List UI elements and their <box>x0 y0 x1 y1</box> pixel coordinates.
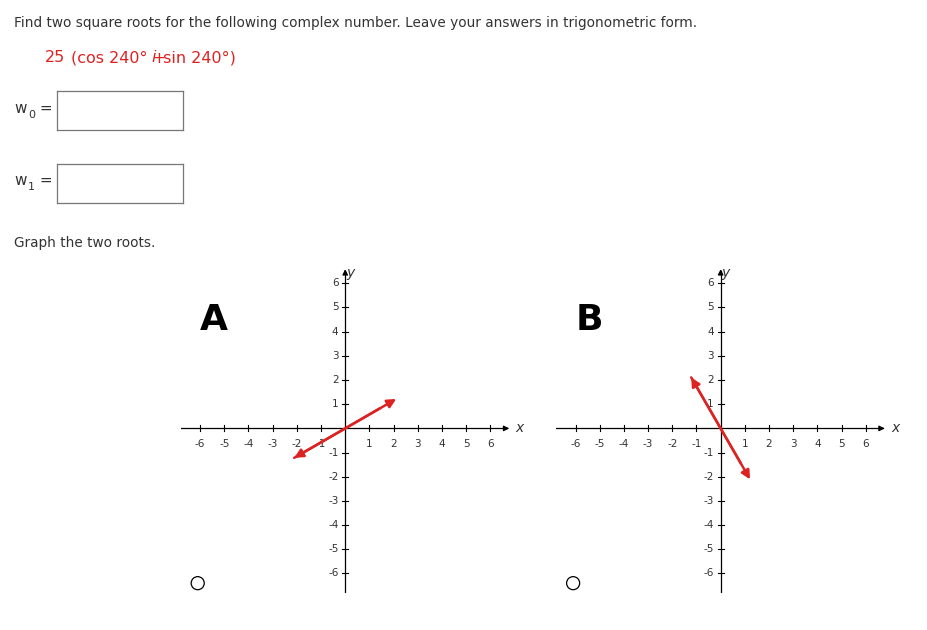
Text: A: A <box>200 302 228 336</box>
Text: 0: 0 <box>28 110 35 120</box>
Text: -1: -1 <box>692 439 702 449</box>
Text: -5: -5 <box>594 439 605 449</box>
Text: 5: 5 <box>838 439 844 449</box>
Text: -3: -3 <box>328 496 338 506</box>
Text: -1: -1 <box>704 447 714 457</box>
Text: sin 240°): sin 240°) <box>158 50 235 66</box>
Text: -3: -3 <box>268 439 278 449</box>
Text: 1: 1 <box>742 439 748 449</box>
Text: -3: -3 <box>704 496 714 506</box>
Text: -2: -2 <box>704 472 714 482</box>
Text: -6: -6 <box>570 439 580 449</box>
Text: B: B <box>576 302 603 336</box>
Text: -1: -1 <box>316 439 326 449</box>
Text: 6: 6 <box>487 439 493 449</box>
Text: 2: 2 <box>332 375 338 385</box>
Text: 6: 6 <box>332 278 338 289</box>
Text: (cos 240° +: (cos 240° + <box>71 50 171 66</box>
Text: -2: -2 <box>292 439 302 449</box>
Text: -4: -4 <box>618 439 629 449</box>
Text: -6: -6 <box>195 439 205 449</box>
Text: -5: -5 <box>704 544 714 554</box>
Text: x: x <box>515 421 524 435</box>
Text: -2: -2 <box>328 472 338 482</box>
Text: -4: -4 <box>328 520 338 530</box>
Text: 5: 5 <box>332 302 338 312</box>
Text: -5: -5 <box>219 439 230 449</box>
Text: -6: -6 <box>328 568 338 578</box>
Text: 1: 1 <box>28 182 35 192</box>
Text: 3: 3 <box>790 439 796 449</box>
Text: 6: 6 <box>707 278 714 289</box>
Text: 1: 1 <box>707 399 714 410</box>
Text: 4: 4 <box>707 327 714 336</box>
Text: =: = <box>35 101 53 116</box>
Text: 4: 4 <box>332 327 338 336</box>
Text: 3: 3 <box>414 439 421 449</box>
Text: 5: 5 <box>707 302 714 312</box>
Text: 2: 2 <box>707 375 714 385</box>
Text: =: = <box>35 173 53 188</box>
Text: 5: 5 <box>463 439 469 449</box>
Text: i: i <box>151 50 156 66</box>
Text: -3: -3 <box>643 439 654 449</box>
Text: y: y <box>722 266 730 280</box>
Text: 1: 1 <box>332 399 338 410</box>
Text: 4: 4 <box>814 439 820 449</box>
Text: -2: -2 <box>667 439 678 449</box>
Text: Find two square roots for the following complex number. Leave your answers in tr: Find two square roots for the following … <box>14 16 697 30</box>
Text: -6: -6 <box>704 568 714 578</box>
Text: -5: -5 <box>328 544 338 554</box>
Text: 2: 2 <box>390 439 397 449</box>
Text: 25: 25 <box>44 50 65 66</box>
Text: 1: 1 <box>366 439 373 449</box>
Text: 3: 3 <box>332 351 338 361</box>
Text: Graph the two roots.: Graph the two roots. <box>14 236 156 250</box>
Text: y: y <box>347 266 355 280</box>
Text: 4: 4 <box>438 439 445 449</box>
Text: 3: 3 <box>707 351 714 361</box>
Text: 6: 6 <box>862 439 869 449</box>
Text: w: w <box>14 101 26 116</box>
Text: -4: -4 <box>704 520 714 530</box>
Text: x: x <box>891 421 899 435</box>
Text: -4: -4 <box>243 439 254 449</box>
Text: w: w <box>14 173 26 188</box>
Text: -1: -1 <box>328 447 338 457</box>
Text: 2: 2 <box>766 439 772 449</box>
